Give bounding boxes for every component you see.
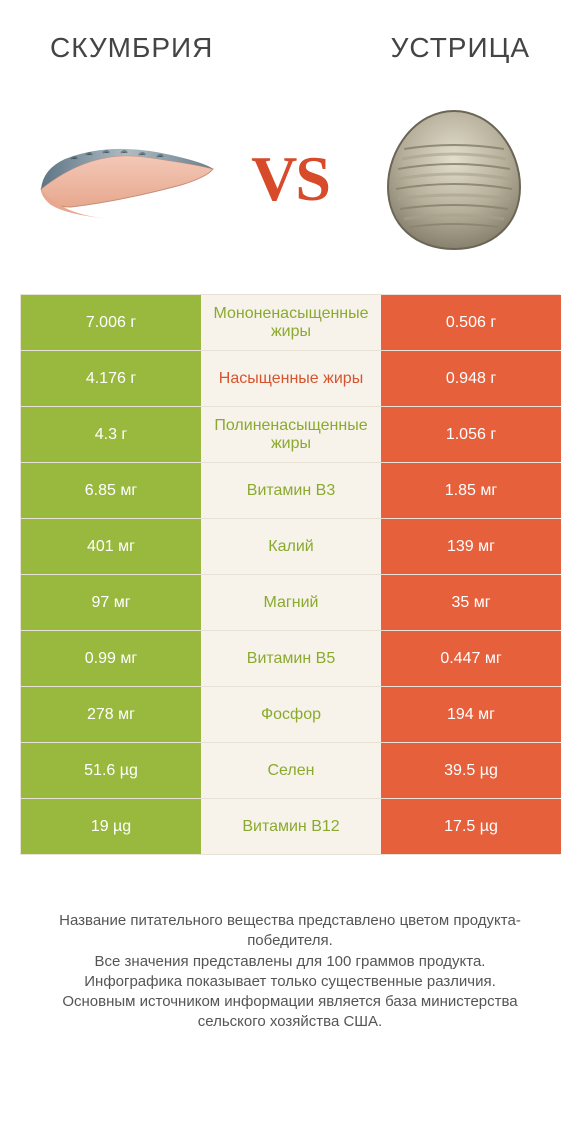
left-value-cell: 0.99 мг [21,631,201,686]
nutrient-label-cell: Витамин B5 [201,631,381,686]
left-food-image [31,104,221,254]
right-food-title: УСТРИЦА [391,32,530,64]
hero-row: VS [0,84,580,284]
table-row: 278 мгФосфор194 мг [21,686,559,742]
table-row: 0.99 мгВитамин B50.447 мг [21,630,559,686]
left-value-cell: 4.176 г [21,351,201,406]
table-row: 4.3 гПолиненасыщенные жиры1.056 г [21,406,559,462]
table-row: 19 µgВитамин B1217.5 µg [21,798,559,854]
right-value-cell: 139 мг [381,519,561,574]
table-row: 401 мгКалий139 мг [21,518,559,574]
nutrient-label-cell: Витамин B12 [201,799,381,854]
right-value-cell: 35 мг [381,575,561,630]
vs-label: VS [251,142,329,216]
right-value-cell: 0.948 г [381,351,561,406]
table-row: 7.006 гМононенасыщенные жиры0.506 г [21,295,559,350]
right-food-image [359,104,549,254]
nutrient-label-cell: Селен [201,743,381,798]
footer-note: Название питательного вещества представл… [20,911,560,1033]
table-row: 97 мгМагний35 мг [21,574,559,630]
left-value-cell: 97 мг [21,575,201,630]
table-row: 4.176 гНасыщенные жиры0.948 г [21,350,559,406]
nutrient-label-cell: Мононенасыщенные жиры [201,295,381,350]
nutrient-label-cell: Полиненасыщенные жиры [201,407,381,462]
left-value-cell: 51.6 µg [21,743,201,798]
nutrient-label-cell: Фосфор [201,687,381,742]
titles-row: СКУМБРИЯ УСТРИЦА [0,0,580,84]
right-value-cell: 1.056 г [381,407,561,462]
right-value-cell: 194 мг [381,687,561,742]
left-value-cell: 401 мг [21,519,201,574]
table-row: 51.6 µgСелен39.5 µg [21,742,559,798]
table-row: 6.85 мгВитамин B31.85 мг [21,462,559,518]
right-value-cell: 0.447 мг [381,631,561,686]
left-value-cell: 278 мг [21,687,201,742]
right-value-cell: 39.5 µg [381,743,561,798]
right-value-cell: 0.506 г [381,295,561,350]
comparison-table: 7.006 гМононенасыщенные жиры0.506 г4.176… [20,294,560,855]
left-value-cell: 7.006 г [21,295,201,350]
right-value-cell: 17.5 µg [381,799,561,854]
left-value-cell: 6.85 мг [21,463,201,518]
nutrient-label-cell: Калий [201,519,381,574]
left-value-cell: 19 µg [21,799,201,854]
right-value-cell: 1.85 мг [381,463,561,518]
nutrient-label-cell: Витамин B3 [201,463,381,518]
nutrient-label-cell: Магний [201,575,381,630]
left-value-cell: 4.3 г [21,407,201,462]
nutrient-label-cell: Насыщенные жиры [201,351,381,406]
left-food-title: СКУМБРИЯ [50,32,213,64]
